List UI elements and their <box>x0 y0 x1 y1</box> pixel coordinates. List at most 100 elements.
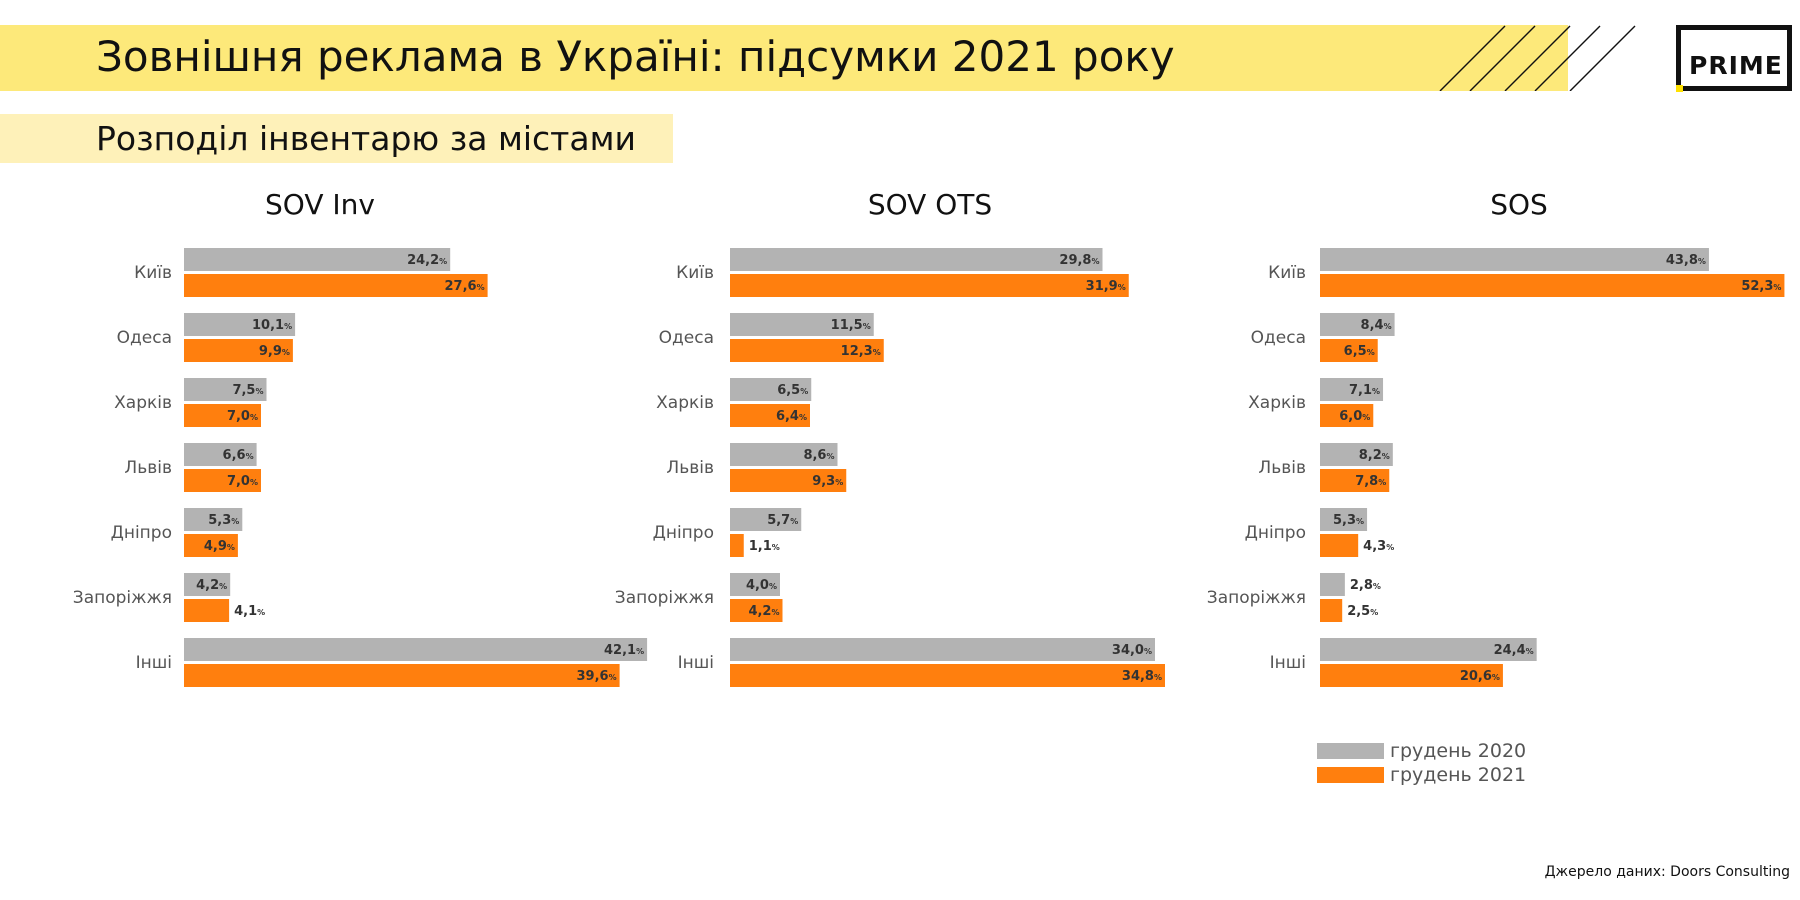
bar-2021 <box>1320 404 1374 427</box>
bar-2021 <box>730 274 1129 297</box>
data-label: 7,8% <box>1355 474 1386 489</box>
data-label: 5,7% <box>767 513 798 528</box>
bar-2020 <box>1320 378 1384 401</box>
bar-2020 <box>730 313 874 336</box>
bar-2021 <box>184 534 238 557</box>
data-label: 2,8% <box>1350 578 1381 593</box>
bar-2020 <box>730 508 802 531</box>
title-band <box>0 25 1568 91</box>
data-label: 7,0% <box>227 409 258 424</box>
bar-2021 <box>184 599 230 622</box>
bar-2020 <box>184 573 231 596</box>
bar-2021 <box>1320 534 1359 557</box>
logo-text: PRIME <box>1689 51 1783 80</box>
bar-2021 <box>730 339 884 362</box>
data-label: 6,5% <box>777 383 808 398</box>
data-label: 7,5% <box>232 383 263 398</box>
category-label: Запоріжжя <box>1207 588 1306 608</box>
bar-2020 <box>730 638 1155 661</box>
category-label: Дніпро <box>1245 523 1306 543</box>
bar-2021 <box>184 469 261 492</box>
data-label: 11,5% <box>831 318 871 333</box>
data-label: 39,6% <box>577 669 617 684</box>
bar-2020 <box>1320 248 1709 271</box>
data-label: 4,0% <box>746 578 777 593</box>
data-label: 24,4% <box>1494 643 1534 658</box>
data-label: 10,1% <box>252 318 292 333</box>
data-label: 9,9% <box>259 344 290 359</box>
data-label: 1,1% <box>749 539 780 554</box>
bar-2020 <box>184 443 257 466</box>
page-title: Зовнішня реклама в Україні: підсумки 202… <box>96 32 1175 81</box>
data-label: 6,5% <box>1344 344 1375 359</box>
chart-title-sov-inv: SOV Inv <box>265 188 375 221</box>
data-label: 4,1% <box>234 604 265 619</box>
legend-swatch-2020 <box>1317 743 1384 759</box>
data-label: 4,2% <box>748 604 779 619</box>
data-label: 29,8% <box>1059 253 1099 268</box>
data-label: 6,0% <box>1339 409 1370 424</box>
category-label: Дніпро <box>653 523 714 543</box>
data-label: 5,3% <box>1333 513 1364 528</box>
data-label: 6,6% <box>223 448 254 463</box>
category-label: Дніпро <box>111 523 172 543</box>
legend-label-2021: грудень 2021 <box>1390 764 1527 786</box>
data-label: 5,3% <box>208 513 239 528</box>
bar-2020 <box>1320 638 1537 661</box>
chart-title-sos: SOS <box>1490 188 1548 221</box>
data-label: 2,5% <box>1347 604 1378 619</box>
category-label: Львів <box>1258 458 1306 478</box>
bar-2020 <box>1320 313 1395 336</box>
data-label: 34,0% <box>1112 643 1152 658</box>
category-label: Запоріжжя <box>615 588 714 608</box>
bar-2021 <box>184 404 261 427</box>
category-label: Інші <box>1270 653 1306 673</box>
bar-2020 <box>184 378 267 401</box>
data-label: 24,2% <box>407 253 447 268</box>
bar-2020 <box>730 573 780 596</box>
category-label: Харків <box>656 393 714 413</box>
bar-2020 <box>184 638 648 661</box>
bar-2021 <box>730 404 810 427</box>
prime-logo: PRIME <box>1676 25 1792 91</box>
subtitle-band <box>0 114 673 163</box>
category-label: Одеса <box>1251 328 1306 348</box>
data-label: 20,6% <box>1460 669 1500 684</box>
category-label: Харків <box>114 393 172 413</box>
category-label: Харків <box>1248 393 1306 413</box>
category-label: Львів <box>666 458 714 478</box>
data-label: 4,3% <box>1363 539 1394 554</box>
chart-title-sov-ots: SOV OTS <box>867 188 993 221</box>
bar-2020 <box>1320 443 1393 466</box>
category-label: Київ <box>1268 263 1306 283</box>
data-label: 7,0% <box>227 474 258 489</box>
data-label: 8,6% <box>803 448 834 463</box>
data-label: 6,4% <box>776 409 807 424</box>
data-label: 43,8% <box>1666 253 1706 268</box>
data-source-note: Джерело даних: Doors Consulting <box>1544 864 1790 880</box>
data-label: 42,1% <box>604 643 644 658</box>
category-label: Київ <box>134 263 172 283</box>
bar-2020 <box>184 313 296 336</box>
category-label: Львів <box>124 458 172 478</box>
category-label: Одеса <box>117 328 172 348</box>
bar-2021 <box>730 469 847 492</box>
category-label: Інші <box>678 653 714 673</box>
bar-2020 <box>1320 573 1345 596</box>
legend-label-2020: грудень 2020 <box>1390 740 1527 762</box>
legend-swatch-2021 <box>1317 767 1384 783</box>
data-label: 9,3% <box>812 474 843 489</box>
bar-2021 <box>730 664 1165 687</box>
bar-2021 <box>1320 599 1343 622</box>
data-label: 4,2% <box>196 578 227 593</box>
bar-2020 <box>184 248 451 271</box>
data-label: 34,8% <box>1122 669 1162 684</box>
category-label: Одеса <box>659 328 714 348</box>
bar-2021 <box>1320 664 1503 687</box>
data-label: 31,9% <box>1086 279 1126 294</box>
data-label: 7,1% <box>1349 383 1380 398</box>
category-label: Київ <box>676 263 714 283</box>
bar-2021 <box>730 599 783 622</box>
bar-2020 <box>1320 508 1368 531</box>
data-label: 8,2% <box>1359 448 1390 463</box>
